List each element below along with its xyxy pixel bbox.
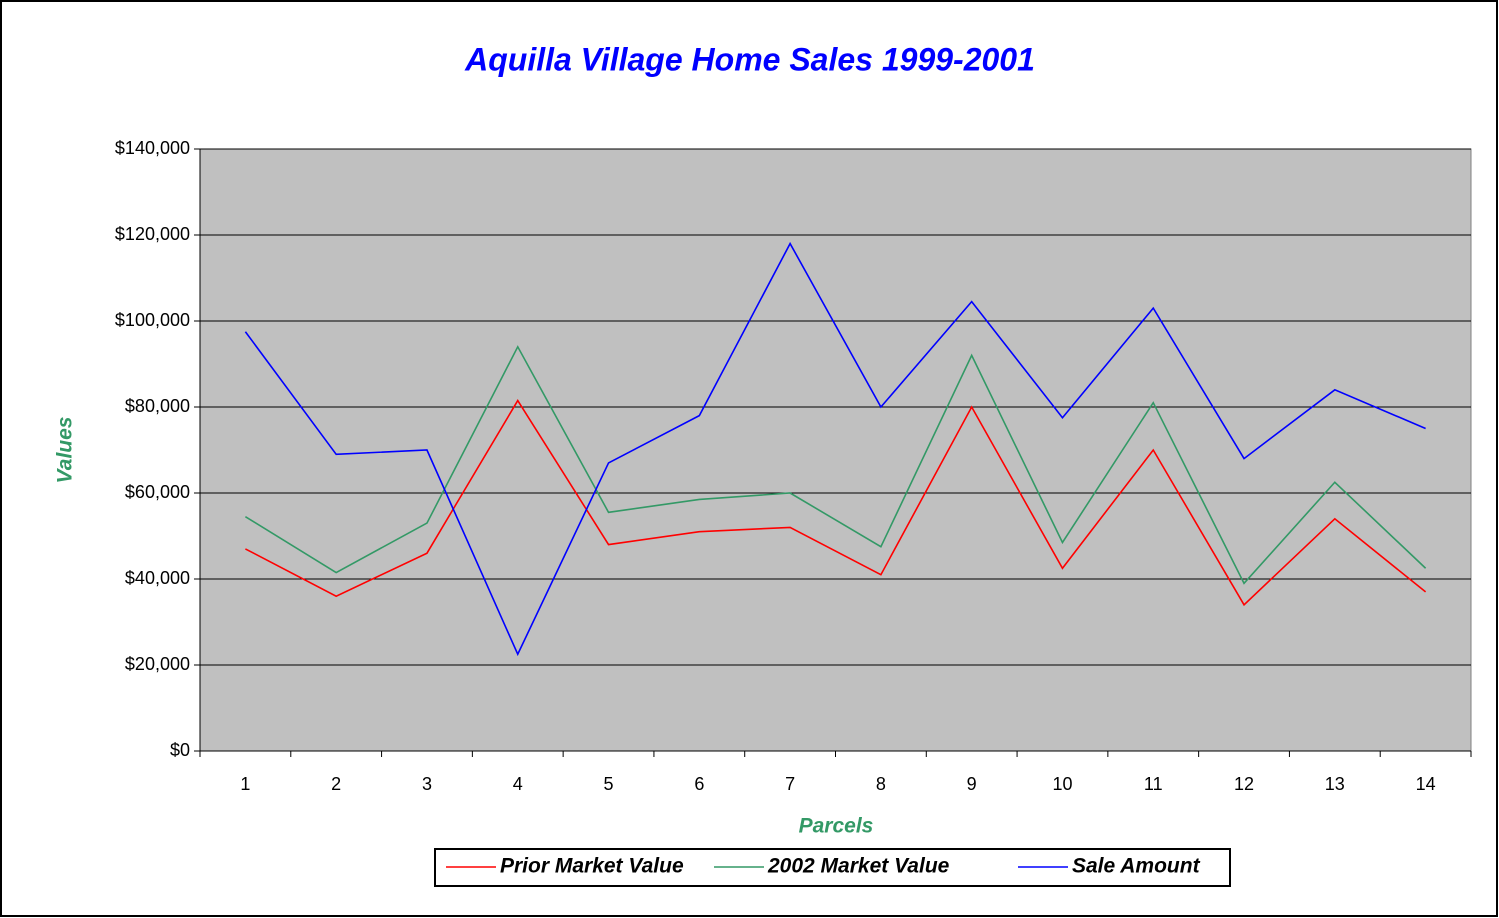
x-tick-label: 8	[876, 774, 886, 794]
x-tick-label: 3	[422, 774, 432, 794]
x-axis-label: Parcels	[799, 815, 874, 838]
y-tick-label: $40,000	[125, 568, 190, 588]
x-tick-label: 7	[785, 774, 795, 794]
y-tick-label: $80,000	[125, 396, 190, 416]
x-tick-label: 2	[331, 774, 341, 794]
series-line	[244, 241, 1426, 657]
x-tick-label: 13	[1325, 774, 1345, 794]
y-tick-label: $140,000	[115, 138, 190, 158]
y-tick-label: $100,000	[115, 310, 190, 330]
legend-label: 2002 Market Value	[767, 855, 950, 878]
x-tick-label: 12	[1234, 774, 1254, 794]
legend-label: Sale Amount	[1072, 855, 1201, 878]
x-tick-label: 5	[604, 774, 614, 794]
x-tick-label: 14	[1416, 774, 1436, 794]
x-tick-label: 4	[513, 774, 523, 794]
x-tick-label: 1	[240, 774, 250, 794]
y-tick-label: $0	[170, 740, 190, 760]
y-tick-label: $60,000	[125, 482, 190, 502]
legend	[434, 848, 1231, 887]
y-axis-label: Values	[54, 417, 77, 484]
series-line	[245, 399, 1427, 607]
x-tick-label: 9	[967, 774, 977, 794]
series-line	[244, 345, 1427, 585]
y-tick-label: $20,000	[125, 654, 190, 674]
chart-title: Aquilla Village Home Sales 1999-2001	[464, 41, 1035, 77]
legend-label: Prior Market Value	[500, 855, 684, 878]
x-tick-label: 10	[1052, 774, 1072, 794]
x-tick-label: 11	[1144, 774, 1163, 794]
y-tick-label: $120,000	[115, 224, 190, 244]
plot-area	[199, 148, 1472, 752]
x-tick-label: 6	[694, 774, 704, 794]
